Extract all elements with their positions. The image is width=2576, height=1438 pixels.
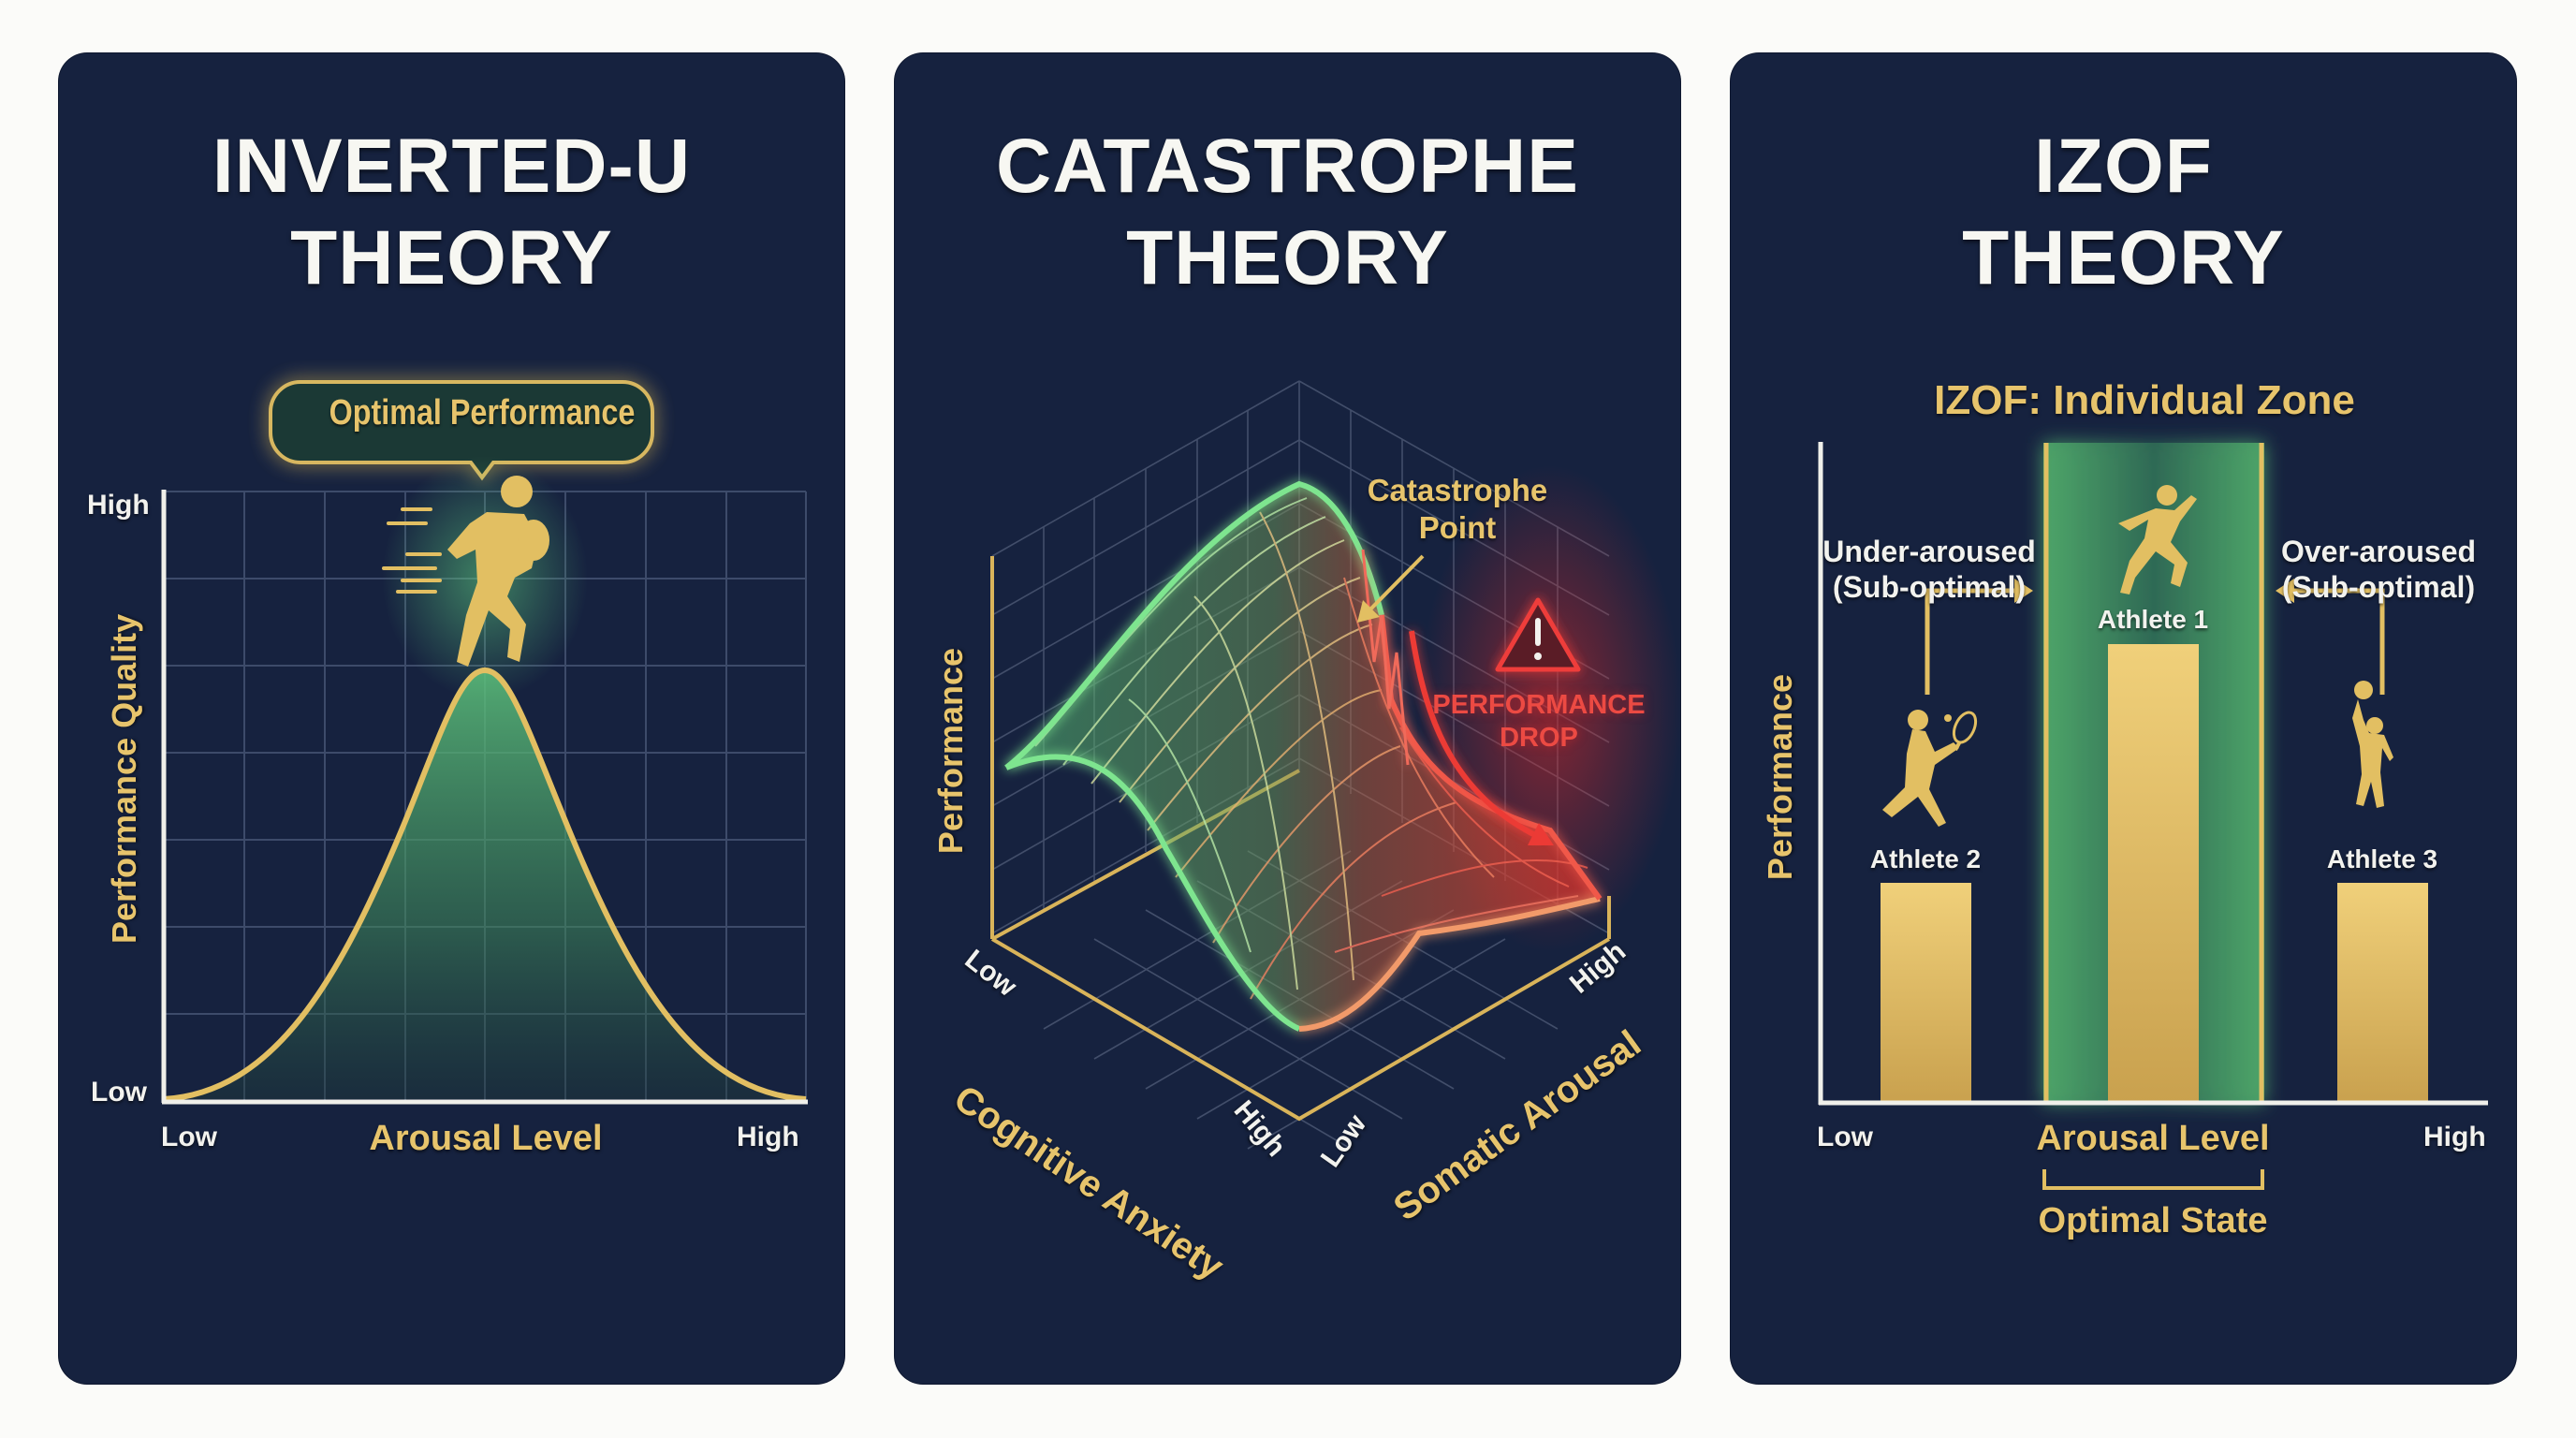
x-axis-label: Arousal Level — [369, 1119, 603, 1158]
y-axis-label: Performance — [931, 647, 970, 855]
inverted-u-chart — [161, 456, 808, 1105]
under-aroused-label-line2: (Sub-optimal) — [1832, 570, 2027, 604]
catastrophe-panel: CATASTROPHE THEORY — [895, 53, 1680, 1384]
panel-title-line2: THEORY — [290, 215, 613, 301]
surface-edges — [1004, 480, 1603, 1032]
athlete-1-label: Athlete 1 — [2097, 605, 2209, 634]
y-axis-label: Performance — [1761, 673, 1799, 881]
catastrophe-point-label-line2: Point — [1418, 510, 1497, 545]
performance-drop-label-line1: PERFORMANCE — [1432, 690, 1646, 720]
izof-subtitle: IZOF: Individual Zone — [1934, 377, 2355, 423]
x-axis-high-label: High — [737, 1122, 799, 1152]
athlete-2-label: Athlete 2 — [1869, 844, 1982, 873]
athlete-3-bar — [2337, 883, 2428, 1103]
x-axis-low-label: Low — [161, 1122, 217, 1152]
y-axis-low-label: Low — [91, 1077, 147, 1108]
performance-drop-label-line2: DROP — [1500, 723, 1578, 753]
optimal-state-bracket — [2042, 1169, 2264, 1190]
basketball-player-icon — [2352, 681, 2393, 808]
panel-title-line2: THEORY — [1962, 215, 2285, 301]
optimal-state-label: Optimal State — [2038, 1201, 2268, 1240]
panel-title-line1: INVERTED-U — [212, 124, 692, 209]
panel-title-line2: THEORY — [1126, 215, 1449, 301]
over-aroused-arrow — [2288, 588, 2385, 695]
under-aroused-label-line1: Under-aroused — [1822, 535, 2036, 568]
performance-drop-arrow — [1409, 630, 1554, 845]
izof-chart — [1818, 442, 2488, 1190]
athlete-2-bar — [1881, 883, 1971, 1103]
x-axis-low-label: Low — [1817, 1122, 1873, 1152]
catastrophe-point-arrow — [1357, 554, 1425, 623]
warning-triangle-icon — [1495, 597, 1581, 672]
inverted-u-panel: INVERTED-U THEORY Optimal Performance — [59, 53, 844, 1384]
tennis-player-icon — [1882, 710, 1978, 827]
callout-label: Optimal Performance — [329, 393, 636, 433]
under-aroused-arrow — [1925, 588, 2021, 695]
izof-panel: IZOF THEORY IZOF: Individual Zone — [1731, 53, 2516, 1384]
athlete-3-label: Athlete 3 — [2326, 844, 2438, 873]
over-aroused-label-line2: (Sub-optimal) — [2281, 570, 2476, 604]
panel-title-line1: IZOF — [2034, 124, 2213, 209]
sprinter-icon — [2118, 485, 2197, 594]
athlete-1-bar — [2108, 644, 2199, 1103]
y-axis-label: Performance Quality — [105, 613, 143, 944]
x-axis-label: Arousal Level — [2036, 1119, 2270, 1158]
catastrophe-surface-chart — [990, 380, 1680, 1150]
y-axis-high-label: High — [87, 490, 150, 521]
panel-title-line1: CATASTROPHE — [996, 124, 1579, 209]
catastrophe-point-label-line1: Catastrophe — [1367, 473, 1548, 507]
running-athlete-icon — [382, 476, 549, 667]
over-aroused-label-line1: Over-aroused — [2280, 535, 2477, 568]
x-axis-high-label: High — [2423, 1122, 2486, 1152]
